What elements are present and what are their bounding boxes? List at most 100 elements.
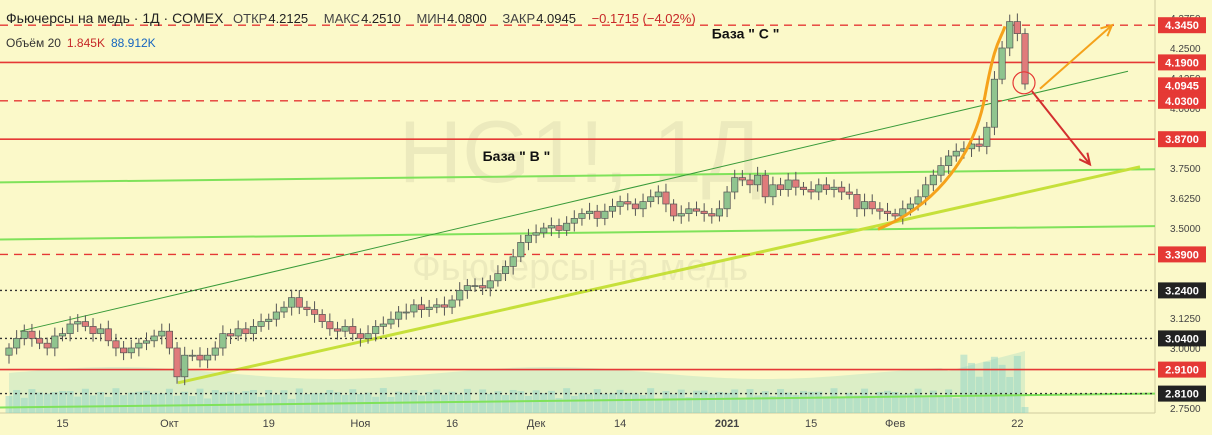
candle [66, 316, 74, 342]
candle [983, 122, 991, 155]
chart-header: Фьючерсы на медь · 1Д · COMEX ОТКР4.2125… [6, 10, 702, 26]
x-tick-label: 15 [56, 418, 68, 430]
volume-bar [242, 391, 250, 413]
volume-bar [929, 390, 937, 413]
candle-body [486, 280, 494, 289]
candle [20, 324, 28, 346]
candle-body [754, 174, 762, 186]
candle-body [532, 232, 540, 236]
candle [746, 173, 754, 194]
volume-value: 1.845K [66, 36, 105, 50]
volume-bar [838, 396, 846, 413]
arrow-head [1078, 152, 1092, 167]
volume-bar [486, 393, 494, 413]
uptrend-line [177, 165, 1141, 385]
high-value: МАКС4.2510 [323, 11, 401, 26]
candle-body [952, 150, 960, 157]
arrow-shaft [1039, 24, 1113, 90]
candle [517, 234, 525, 263]
annotation-label-1: База " B " [483, 148, 551, 164]
candle [112, 333, 120, 357]
candle-body [555, 225, 563, 231]
candle-body [822, 184, 830, 190]
candle-body [708, 213, 716, 217]
candle [593, 204, 601, 227]
volume-bar [983, 361, 991, 413]
candle-body [845, 191, 853, 195]
candle [379, 316, 387, 335]
volume-bar [937, 395, 945, 413]
candle-body [715, 208, 723, 217]
candle-body [861, 201, 869, 210]
volume-bar [662, 390, 670, 413]
price-tag-bg-1 [1158, 54, 1206, 71]
volume-bar [104, 396, 112, 413]
support-line-lower [0, 225, 1156, 241]
candle [97, 323, 105, 342]
volume-bar [43, 393, 51, 413]
candle-body [700, 210, 708, 214]
candle-body [66, 323, 74, 334]
candle [570, 210, 578, 232]
candle [601, 203, 609, 226]
volume-bar [670, 394, 678, 413]
candle-body [43, 342, 51, 349]
volume-bar [708, 393, 716, 413]
candle-body [272, 311, 280, 320]
candle [196, 347, 204, 368]
candle [28, 323, 36, 347]
candle [265, 313, 273, 330]
orange-up-arrow [1039, 23, 1114, 90]
volume-bar [89, 395, 97, 413]
volume-bar [295, 388, 303, 413]
candle-body [341, 326, 349, 332]
volume-bar [456, 394, 464, 413]
candle-body [769, 184, 777, 198]
volume-bar [968, 362, 976, 413]
candle [288, 289, 296, 316]
price-tag-bg-5 [1158, 246, 1206, 263]
volume-bar [891, 391, 899, 413]
close-value: ЗАКР4.0945 [502, 11, 576, 26]
candle-body [998, 47, 1006, 80]
volume-bar [81, 388, 89, 413]
volume-bar [883, 390, 891, 413]
y-tick-label: 4.2500 [1170, 44, 1201, 55]
candle-body [906, 203, 914, 210]
candle-body [204, 354, 212, 361]
candle-body [815, 184, 823, 193]
candle [448, 295, 456, 315]
y-tick-label: 3.7500 [1170, 164, 1201, 175]
volume-bar [555, 398, 563, 413]
volume-bar [165, 388, 173, 413]
volume-bar [127, 392, 135, 413]
candle [631, 198, 639, 216]
candle [372, 320, 380, 342]
candle-body [494, 273, 502, 282]
candle-body [914, 196, 922, 205]
volume-bar [769, 395, 777, 413]
volume-bar [20, 397, 28, 413]
candle [792, 171, 800, 196]
volume-bar [586, 394, 594, 413]
volume-header: Объём 20 1.845K 88.912K [6, 36, 156, 50]
volume-bar [211, 390, 219, 413]
candle [692, 201, 701, 217]
candle [685, 202, 693, 222]
volume-bar [440, 394, 448, 413]
volume-bar [601, 393, 609, 413]
volume-bar [410, 390, 418, 413]
candle-body [746, 179, 754, 186]
candle-body [570, 218, 578, 224]
candle [1006, 14, 1014, 57]
volume-bar [288, 398, 296, 413]
candle-body [333, 328, 342, 332]
candle-body [868, 201, 876, 210]
x-tick-label: Фев [885, 418, 905, 430]
price-tag-bg-6 [1158, 282, 1206, 299]
candle [830, 179, 838, 198]
candle [990, 71, 998, 136]
candle-body [402, 311, 410, 314]
